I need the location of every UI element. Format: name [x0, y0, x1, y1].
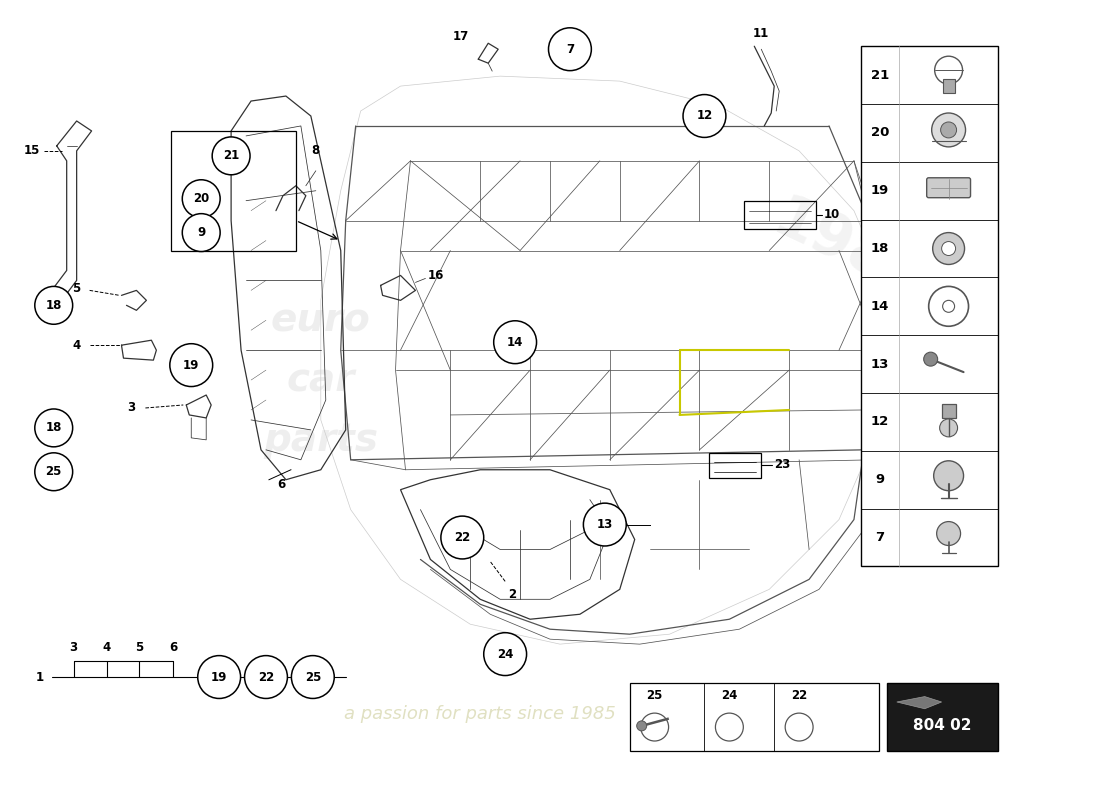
- Text: 9: 9: [197, 226, 206, 239]
- Text: 2: 2: [508, 588, 516, 601]
- Text: 22: 22: [257, 670, 274, 683]
- Text: 25: 25: [647, 689, 663, 702]
- Circle shape: [169, 344, 212, 386]
- Circle shape: [198, 656, 241, 698]
- Circle shape: [212, 137, 250, 174]
- Text: 16: 16: [427, 269, 443, 282]
- Text: 1985: 1985: [763, 190, 935, 310]
- Circle shape: [637, 721, 647, 731]
- Circle shape: [942, 242, 956, 255]
- Text: 7: 7: [876, 531, 884, 544]
- Circle shape: [939, 419, 958, 437]
- Text: 19: 19: [211, 670, 228, 683]
- Circle shape: [933, 233, 965, 265]
- Text: 25: 25: [305, 670, 321, 683]
- Text: 20: 20: [871, 126, 889, 139]
- Text: 13: 13: [596, 518, 613, 531]
- Text: 4: 4: [102, 641, 111, 654]
- Circle shape: [244, 656, 287, 698]
- Circle shape: [35, 409, 73, 447]
- Circle shape: [683, 94, 726, 138]
- Circle shape: [484, 633, 527, 675]
- Text: 23: 23: [774, 458, 791, 471]
- Text: 7: 7: [565, 42, 574, 56]
- Text: 14: 14: [871, 300, 889, 313]
- Text: 17: 17: [452, 30, 469, 42]
- Text: 24: 24: [722, 689, 738, 702]
- Text: euro: euro: [271, 302, 371, 339]
- Circle shape: [494, 321, 537, 364]
- Text: 21: 21: [223, 150, 239, 162]
- Text: 5: 5: [135, 641, 144, 654]
- Text: 22: 22: [454, 531, 471, 544]
- Text: 24: 24: [497, 648, 514, 661]
- Circle shape: [924, 352, 937, 366]
- Text: 14: 14: [507, 336, 524, 349]
- FancyBboxPatch shape: [629, 683, 879, 750]
- Text: 12: 12: [696, 110, 713, 122]
- Text: 19: 19: [871, 184, 889, 198]
- Text: 3: 3: [128, 402, 135, 414]
- Circle shape: [441, 516, 484, 559]
- Text: 8: 8: [311, 144, 320, 158]
- Text: 21: 21: [871, 69, 889, 82]
- Text: 1: 1: [35, 670, 44, 683]
- Text: 20: 20: [194, 192, 209, 206]
- Text: 804 02: 804 02: [913, 718, 972, 733]
- Text: 13: 13: [871, 358, 889, 370]
- Text: 18: 18: [871, 242, 889, 255]
- Circle shape: [940, 122, 957, 138]
- FancyBboxPatch shape: [926, 178, 970, 198]
- FancyBboxPatch shape: [942, 404, 956, 418]
- Text: 6: 6: [277, 478, 285, 491]
- Circle shape: [292, 656, 334, 698]
- Circle shape: [183, 214, 220, 251]
- Text: 5: 5: [73, 282, 80, 295]
- Text: 4: 4: [73, 338, 80, 352]
- FancyBboxPatch shape: [943, 79, 955, 93]
- Polygon shape: [896, 697, 942, 709]
- Text: 3: 3: [69, 641, 78, 654]
- FancyBboxPatch shape: [887, 683, 999, 750]
- Text: 10: 10: [824, 208, 840, 221]
- FancyBboxPatch shape: [861, 46, 999, 566]
- Text: 18: 18: [45, 299, 62, 312]
- Text: car: car: [287, 361, 355, 399]
- Text: 18: 18: [45, 422, 62, 434]
- Text: 15: 15: [23, 144, 40, 158]
- Text: 11: 11: [754, 26, 769, 40]
- Text: 22: 22: [791, 689, 807, 702]
- Text: 19: 19: [183, 358, 199, 372]
- Circle shape: [35, 286, 73, 324]
- Text: parts: parts: [263, 421, 378, 459]
- Text: a passion for parts since 1985: a passion for parts since 1985: [344, 705, 616, 723]
- Circle shape: [35, 453, 73, 490]
- Circle shape: [934, 461, 964, 490]
- Text: 6: 6: [169, 641, 177, 654]
- Circle shape: [937, 522, 960, 546]
- Text: 9: 9: [876, 474, 884, 486]
- Circle shape: [549, 28, 592, 70]
- Circle shape: [932, 113, 966, 147]
- Text: 25: 25: [45, 466, 62, 478]
- Circle shape: [183, 180, 220, 218]
- Text: 12: 12: [871, 415, 889, 429]
- Circle shape: [583, 503, 626, 546]
